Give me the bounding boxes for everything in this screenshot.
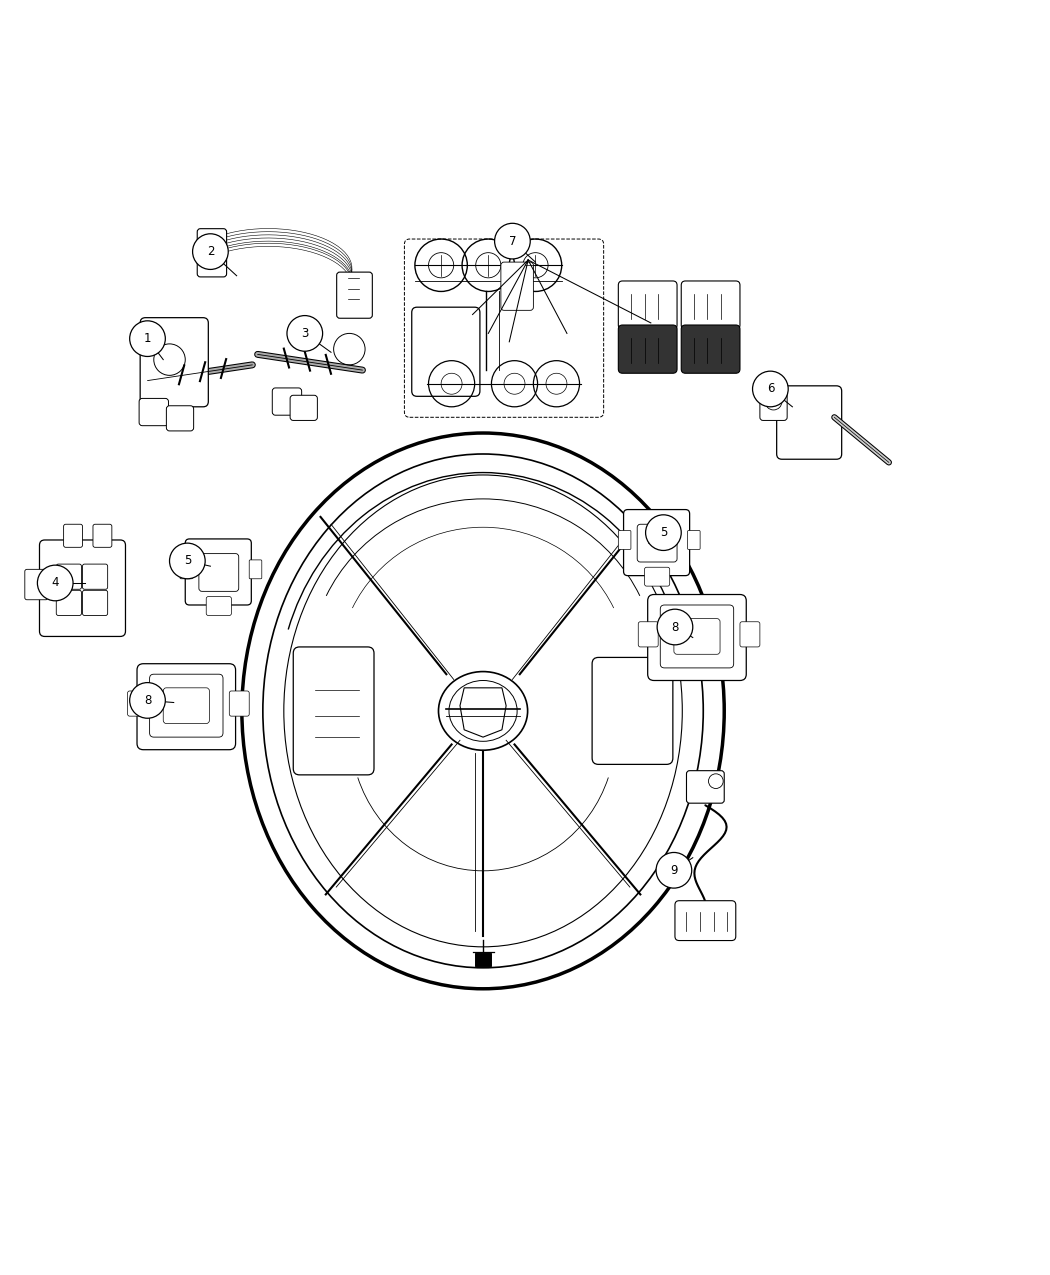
Text: 2: 2 (207, 245, 214, 258)
FancyBboxPatch shape (687, 770, 724, 803)
FancyBboxPatch shape (163, 687, 209, 723)
Text: 8: 8 (144, 694, 151, 706)
Text: 8: 8 (671, 621, 678, 634)
Text: 5: 5 (659, 527, 667, 539)
FancyBboxPatch shape (57, 564, 82, 589)
Circle shape (287, 316, 322, 351)
FancyBboxPatch shape (681, 325, 740, 374)
FancyBboxPatch shape (185, 539, 251, 606)
FancyBboxPatch shape (64, 524, 83, 547)
FancyBboxPatch shape (648, 594, 747, 681)
FancyBboxPatch shape (128, 691, 147, 717)
FancyBboxPatch shape (206, 597, 231, 616)
Circle shape (192, 233, 228, 269)
FancyBboxPatch shape (618, 530, 631, 550)
FancyBboxPatch shape (293, 646, 374, 775)
FancyBboxPatch shape (637, 524, 677, 562)
FancyBboxPatch shape (337, 272, 373, 319)
Circle shape (656, 853, 692, 889)
FancyBboxPatch shape (57, 590, 82, 616)
FancyBboxPatch shape (624, 510, 690, 575)
Text: 1: 1 (144, 333, 151, 346)
Circle shape (753, 371, 789, 407)
FancyBboxPatch shape (618, 280, 677, 329)
FancyBboxPatch shape (412, 307, 480, 397)
FancyBboxPatch shape (290, 395, 317, 421)
FancyBboxPatch shape (25, 570, 48, 599)
Text: 9: 9 (670, 863, 677, 877)
FancyBboxPatch shape (660, 606, 734, 668)
FancyBboxPatch shape (83, 590, 108, 616)
FancyBboxPatch shape (40, 541, 126, 636)
Circle shape (657, 609, 693, 645)
Circle shape (129, 321, 165, 357)
FancyBboxPatch shape (180, 560, 192, 579)
Text: 3: 3 (301, 326, 309, 340)
FancyBboxPatch shape (760, 382, 788, 421)
Circle shape (495, 223, 530, 259)
FancyBboxPatch shape (645, 567, 670, 586)
FancyBboxPatch shape (688, 530, 700, 550)
Circle shape (646, 515, 681, 551)
FancyBboxPatch shape (166, 405, 193, 431)
FancyBboxPatch shape (140, 317, 208, 407)
FancyBboxPatch shape (229, 691, 249, 717)
FancyBboxPatch shape (592, 658, 673, 765)
Text: 4: 4 (51, 576, 59, 589)
FancyBboxPatch shape (249, 560, 261, 579)
FancyBboxPatch shape (136, 664, 235, 750)
FancyBboxPatch shape (777, 386, 842, 459)
FancyBboxPatch shape (139, 398, 168, 426)
FancyBboxPatch shape (674, 618, 720, 654)
Circle shape (129, 682, 165, 718)
Text: 6: 6 (766, 382, 774, 395)
FancyBboxPatch shape (198, 553, 238, 592)
FancyBboxPatch shape (675, 900, 736, 941)
FancyBboxPatch shape (197, 228, 227, 277)
FancyBboxPatch shape (272, 388, 301, 416)
Circle shape (38, 565, 74, 601)
Text: 5: 5 (184, 555, 191, 567)
FancyBboxPatch shape (618, 325, 677, 374)
FancyBboxPatch shape (740, 622, 760, 646)
FancyBboxPatch shape (638, 622, 658, 646)
Text: 7: 7 (508, 235, 517, 247)
FancyBboxPatch shape (681, 280, 740, 329)
FancyBboxPatch shape (149, 674, 223, 737)
FancyBboxPatch shape (501, 263, 533, 310)
FancyBboxPatch shape (83, 564, 108, 589)
Bar (475, 954, 491, 965)
Circle shape (169, 543, 205, 579)
FancyBboxPatch shape (93, 524, 112, 547)
